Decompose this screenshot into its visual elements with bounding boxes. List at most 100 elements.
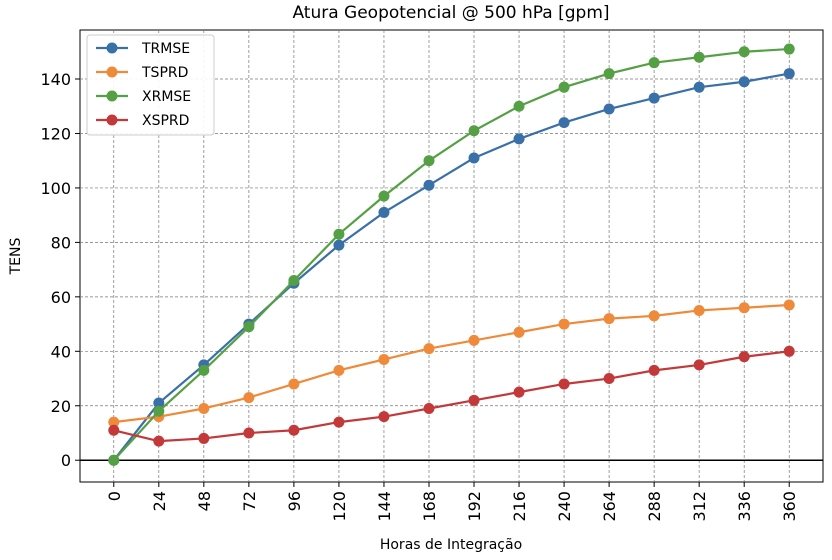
y-tick-label: 60 xyxy=(51,288,71,307)
x-tick-label: 192 xyxy=(465,491,484,522)
data-point-trmse xyxy=(558,117,570,129)
data-point-tsprd xyxy=(693,304,705,316)
data-point-xsprd xyxy=(423,402,435,414)
data-point-xsprd xyxy=(153,435,165,447)
data-point-xsprd xyxy=(198,432,210,444)
data-point-xrmse xyxy=(423,155,435,167)
data-point-xsprd xyxy=(378,411,390,423)
data-point-xrmse xyxy=(288,275,300,287)
data-point-xsprd xyxy=(558,378,570,390)
data-point-xrmse xyxy=(738,46,750,58)
plot-area: 0 24 48 72 96 120 144 168 192 216 240 264 288 312 336 3… xyxy=(40,29,824,522)
x-axis-ticks: 0 24 48 72 96 120 144 168 192 216 240 264 288 312 336 3… xyxy=(105,482,799,522)
data-point-xrmse xyxy=(378,190,390,202)
data-point-trmse xyxy=(738,76,750,88)
data-point-xrmse xyxy=(603,68,615,80)
legend-label-xsprd: XSPRD xyxy=(142,113,189,129)
data-point-trmse xyxy=(693,81,705,93)
x-axis-title: Horas de Integração xyxy=(380,537,522,553)
data-point-xrmse xyxy=(333,228,345,240)
legend-swatch-marker-xsprd xyxy=(106,114,118,126)
data-point-tsprd xyxy=(558,318,570,330)
legend-label-trmse: TRMSE xyxy=(141,41,190,57)
legend-swatch-marker-xrmse xyxy=(106,90,118,102)
data-point-xrmse xyxy=(693,51,705,63)
y-tick-label: 140 xyxy=(40,70,71,89)
y-tick-label: 20 xyxy=(51,397,71,416)
data-point-trmse xyxy=(513,133,525,145)
x-tick-label: 144 xyxy=(375,491,394,522)
legend-swatch-marker-tsprd xyxy=(106,66,118,78)
data-point-tsprd xyxy=(603,313,615,325)
data-point-tsprd xyxy=(198,402,210,414)
legend-label-tsprd: TSPRD xyxy=(141,65,188,81)
data-point-xrmse xyxy=(648,57,660,69)
x-tick-label: 72 xyxy=(240,491,259,511)
series-line-trmse xyxy=(112,72,790,461)
x-tick-label: 0 xyxy=(105,491,124,501)
data-point-trmse xyxy=(423,179,435,191)
data-point-xrmse xyxy=(468,125,480,137)
data-point-tsprd xyxy=(108,416,120,428)
data-point-xrmse xyxy=(153,405,165,417)
data-point-tsprd xyxy=(738,302,750,314)
data-point-tsprd xyxy=(378,353,390,365)
data-point-xsprd xyxy=(333,416,345,428)
data-point-xrmse xyxy=(783,43,795,55)
data-point-xsprd xyxy=(783,345,795,357)
data-point-xsprd xyxy=(513,386,525,398)
data-point-tsprd xyxy=(648,310,660,322)
data-point-xsprd xyxy=(738,351,750,363)
x-tick-label: 240 xyxy=(555,491,574,522)
data-point-tsprd xyxy=(468,334,480,346)
x-tick-label: 24 xyxy=(150,491,169,511)
y-axis-ticks: 0 20 40 60 80 100 120 140 xyxy=(40,70,80,470)
data-point-trmse xyxy=(603,103,615,115)
x-tick-label: 312 xyxy=(690,491,709,522)
data-point-tsprd xyxy=(243,392,255,404)
legend-swatch-marker-trmse xyxy=(106,42,118,54)
data-point-xsprd xyxy=(243,427,255,439)
series-line-xsprd xyxy=(113,350,790,443)
data-point-xrmse xyxy=(513,100,525,112)
data-point-tsprd xyxy=(288,378,300,390)
data-point-xsprd xyxy=(288,424,300,436)
series-layer xyxy=(108,43,795,466)
data-point-xrmse xyxy=(198,364,210,376)
data-point-tsprd xyxy=(333,364,345,376)
y-tick-label: 120 xyxy=(40,124,71,143)
x-tick-label: 48 xyxy=(195,491,214,511)
data-point-trmse xyxy=(783,68,795,80)
data-point-trmse xyxy=(648,92,660,104)
data-point-tsprd xyxy=(513,326,525,338)
data-point-trmse xyxy=(333,239,345,251)
x-tick-label: 264 xyxy=(600,491,619,522)
data-point-xrmse xyxy=(558,81,570,93)
data-point-trmse xyxy=(378,206,390,218)
x-tick-label: 168 xyxy=(420,491,439,522)
x-tick-label: 120 xyxy=(330,491,349,522)
series-line-tsprd xyxy=(113,303,790,424)
y-axis-title: TENS xyxy=(8,238,24,276)
y-tick-label: 40 xyxy=(51,342,71,361)
series-line-xrmse xyxy=(112,47,790,461)
data-point-xsprd xyxy=(648,364,660,376)
data-point-trmse xyxy=(468,152,480,164)
data-point-xrmse xyxy=(243,321,255,333)
y-tick-label: 0 xyxy=(61,451,71,470)
data-point-tsprd xyxy=(423,343,435,355)
chart-title: Atura Geopotencial @ 500 hPa [gpm] xyxy=(292,3,609,23)
data-point-tsprd xyxy=(783,299,795,311)
legend-frame xyxy=(86,34,215,136)
data-point-xsprd xyxy=(108,424,120,436)
data-point-trmse xyxy=(153,397,165,409)
x-tick-label: 288 xyxy=(645,491,664,522)
y-tick-label: 100 xyxy=(40,179,71,198)
data-point-xsprd xyxy=(468,394,480,406)
data-point-xsprd xyxy=(693,359,705,371)
legend-label-xrmse: XRMSE xyxy=(142,89,191,105)
legend: TRMSE TSPRD XRMSE XSPRD xyxy=(86,34,215,136)
data-point-xsprd xyxy=(603,373,615,385)
data-point-xrmse xyxy=(108,454,120,466)
